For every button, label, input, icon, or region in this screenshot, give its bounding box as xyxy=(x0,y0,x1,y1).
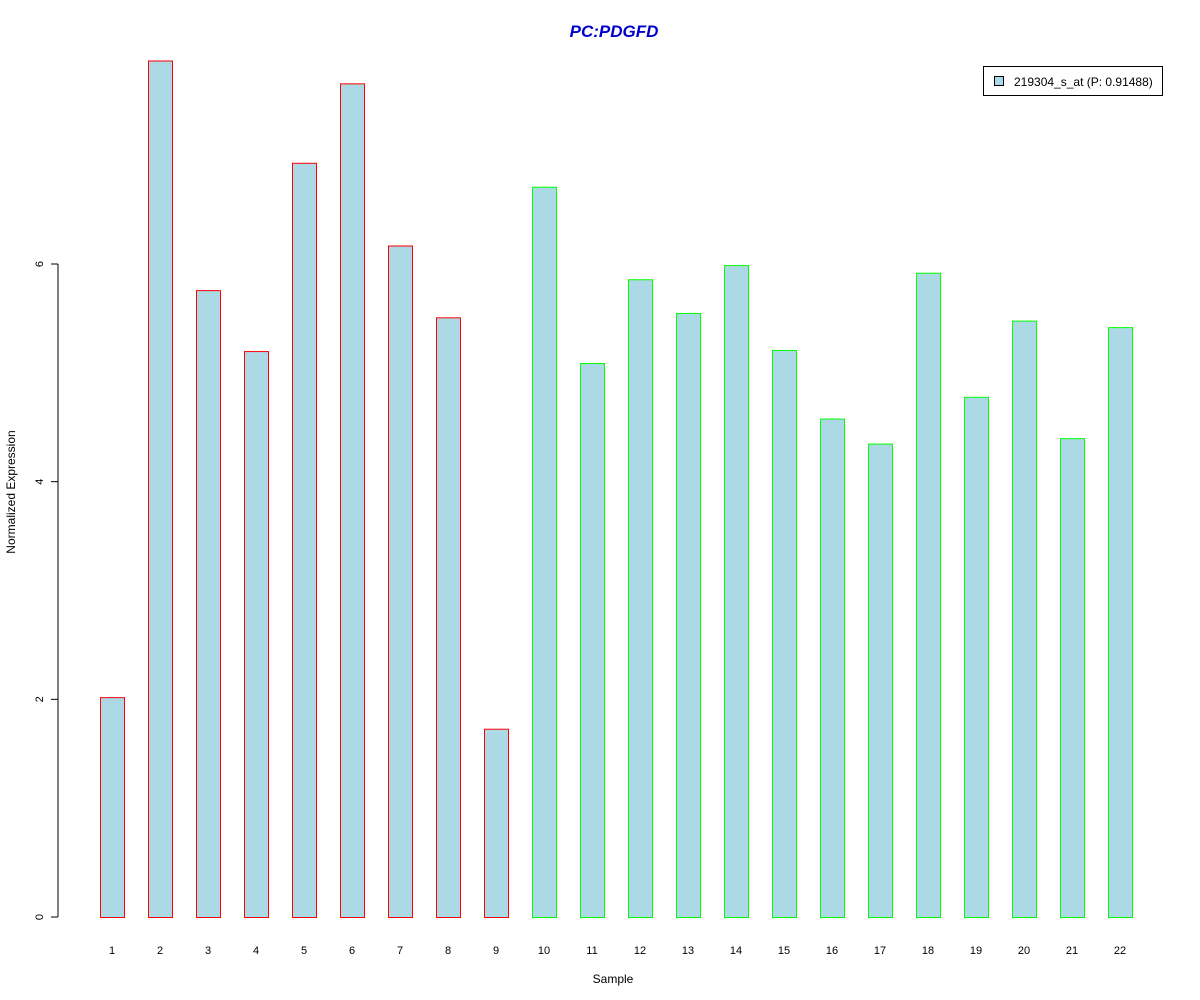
legend-box xyxy=(983,66,1163,96)
bar xyxy=(820,418,845,918)
bar xyxy=(772,349,797,918)
bar xyxy=(148,60,173,918)
y-tick-label: 6 xyxy=(34,261,46,267)
bar xyxy=(964,396,989,918)
y-tick-label: 2 xyxy=(34,696,46,702)
x-tick-label: 22 xyxy=(1114,945,1126,957)
x-tick-labels: 1 2 3 4 5 6 7 8 9 10 11 12 13 14 15 16 17 18 19 20 21 22 xyxy=(109,945,1126,957)
bars xyxy=(100,60,1133,919)
bar xyxy=(628,279,653,918)
bar xyxy=(1060,438,1085,918)
bar xyxy=(484,728,509,918)
x-tick-label: 17 xyxy=(874,945,886,957)
bar xyxy=(100,697,125,919)
x-tick-label: 16 xyxy=(826,945,838,957)
x-tick-label: 3 xyxy=(205,945,211,957)
x-tick-label: 18 xyxy=(922,945,934,957)
legend-label: 219304_s_at (P: 0.91488) xyxy=(1014,75,1153,89)
y-axis-label: Normalized Expression xyxy=(4,430,18,553)
x-tick-label: 12 xyxy=(634,945,646,957)
bar xyxy=(1012,320,1037,918)
x-tick-label: 4 xyxy=(253,945,259,957)
x-tick-label: 6 xyxy=(349,945,355,957)
bar xyxy=(436,317,461,919)
bar xyxy=(580,363,605,918)
x-tick-label: 14 xyxy=(730,945,742,957)
y-tick-label: 0 xyxy=(34,914,46,920)
x-tick-label: 15 xyxy=(778,945,790,957)
x-tick-label: 10 xyxy=(538,945,550,957)
x-tick-label: 11 xyxy=(586,945,597,957)
x-tick-label: 13 xyxy=(682,945,694,957)
bar xyxy=(388,245,413,918)
x-tick-label: 19 xyxy=(970,945,982,957)
bar xyxy=(916,272,941,918)
chart-title: PC:PDGFD xyxy=(570,22,659,41)
x-tick-label: 8 xyxy=(445,945,451,957)
x-tick-label: 20 xyxy=(1018,945,1030,957)
bar xyxy=(292,162,317,919)
bar xyxy=(868,443,893,918)
x-tick-label: 7 xyxy=(397,945,403,957)
bar xyxy=(1108,327,1133,918)
x-axis-label: Sample xyxy=(593,972,634,986)
legend-swatch xyxy=(994,76,1004,86)
bar xyxy=(676,312,701,919)
legend: 219304_s_at (P: 0.91488) xyxy=(983,66,1163,96)
bar xyxy=(196,290,221,918)
x-tick-label: 1 xyxy=(109,945,115,957)
bar xyxy=(244,351,269,919)
x-tick-label: 5 xyxy=(301,945,307,957)
bar xyxy=(724,265,749,919)
y-tick-label: 4 xyxy=(34,479,46,485)
x-tick-label: 9 xyxy=(493,945,499,957)
y-axis: 0 2 4 6 xyxy=(34,261,59,920)
bar xyxy=(532,186,557,918)
x-tick-label: 2 xyxy=(157,945,163,957)
x-tick-label: 21 xyxy=(1066,945,1078,957)
bar xyxy=(340,83,365,918)
